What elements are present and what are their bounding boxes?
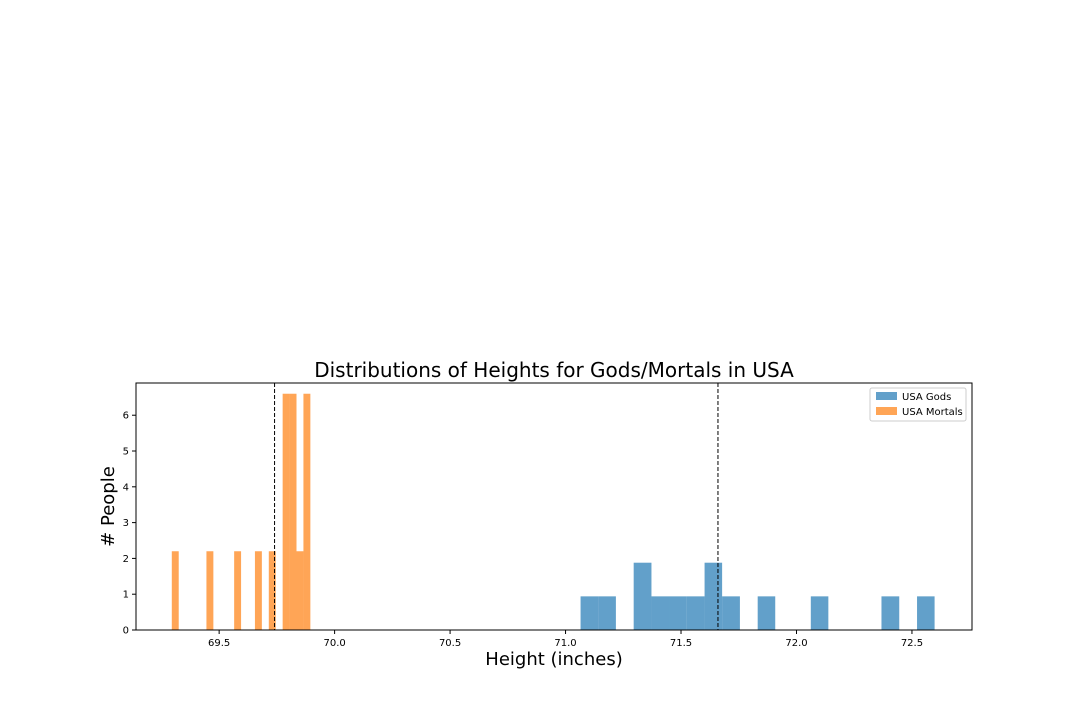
bar-mortals-2 xyxy=(234,551,242,630)
bar-mortals-6 xyxy=(289,393,297,630)
bar-mortals-4 xyxy=(268,551,276,630)
y-tick-label-3: 3 xyxy=(123,518,129,529)
legend-swatch-mortals xyxy=(876,407,897,415)
bar-gods-7 xyxy=(722,596,740,630)
legend: USA Gods USA Mortals xyxy=(869,387,967,422)
y-tick-label-0: 0 xyxy=(123,626,129,637)
bar-gods-10 xyxy=(881,596,900,630)
x-axis-label: Height (inches) xyxy=(485,649,622,670)
bar-gods-5 xyxy=(686,596,705,630)
y-tick-label-4: 4 xyxy=(123,482,129,493)
bar-mortals-5 xyxy=(282,393,290,630)
x-tick-label-5: 72.0 xyxy=(785,638,807,649)
bar-gods-3 xyxy=(651,596,670,630)
bar-gods-6 xyxy=(704,562,723,630)
y-tick-label-6: 6 xyxy=(123,411,129,422)
bar-mortals-1 xyxy=(206,551,214,630)
x-tick-label-3: 71.0 xyxy=(554,638,576,649)
plot-area-frame xyxy=(135,382,973,631)
bar-mortals-0 xyxy=(171,551,179,630)
bar-gods-4 xyxy=(669,596,687,630)
bar-gods-8 xyxy=(757,596,776,630)
reference-lines-group xyxy=(274,383,719,630)
y-tick-label-5: 5 xyxy=(123,447,129,458)
x-tick-label-6: 72.5 xyxy=(901,638,923,649)
x-tick-label-4: 71.5 xyxy=(670,638,692,649)
y-axis-label: # People xyxy=(98,466,119,547)
bars-group xyxy=(171,393,935,630)
bar-gods-2 xyxy=(633,562,652,630)
bar-gods-1 xyxy=(598,596,616,630)
x-tick-label-0: 69.5 xyxy=(208,638,230,649)
legend-label-gods: USA Gods xyxy=(902,392,951,403)
x-tick-label-1: 70.0 xyxy=(323,638,345,649)
bar-gods-0 xyxy=(580,596,599,630)
bar-gods-11 xyxy=(917,596,935,630)
legend-label-mortals: USA Mortals xyxy=(902,407,963,418)
y-axis-ticks: 0 1 2 3 4 5 6 xyxy=(123,411,136,637)
bar-mortals-8 xyxy=(303,393,311,630)
y-tick-label-2: 2 xyxy=(123,554,129,565)
y-tick-label-1: 1 xyxy=(123,590,129,601)
chart-title: Distributions of Heights for Gods/Mortal… xyxy=(314,358,794,382)
bar-mortals-3 xyxy=(254,551,262,630)
x-tick-label-2: 70.5 xyxy=(439,638,461,649)
bar-gods-9 xyxy=(810,596,829,630)
x-axis-ticks: 69.5 70.0 70.5 71.0 71.5 72.0 72.5 xyxy=(208,630,923,649)
legend-swatch-gods xyxy=(876,392,897,400)
bar-mortals-7 xyxy=(296,551,304,630)
